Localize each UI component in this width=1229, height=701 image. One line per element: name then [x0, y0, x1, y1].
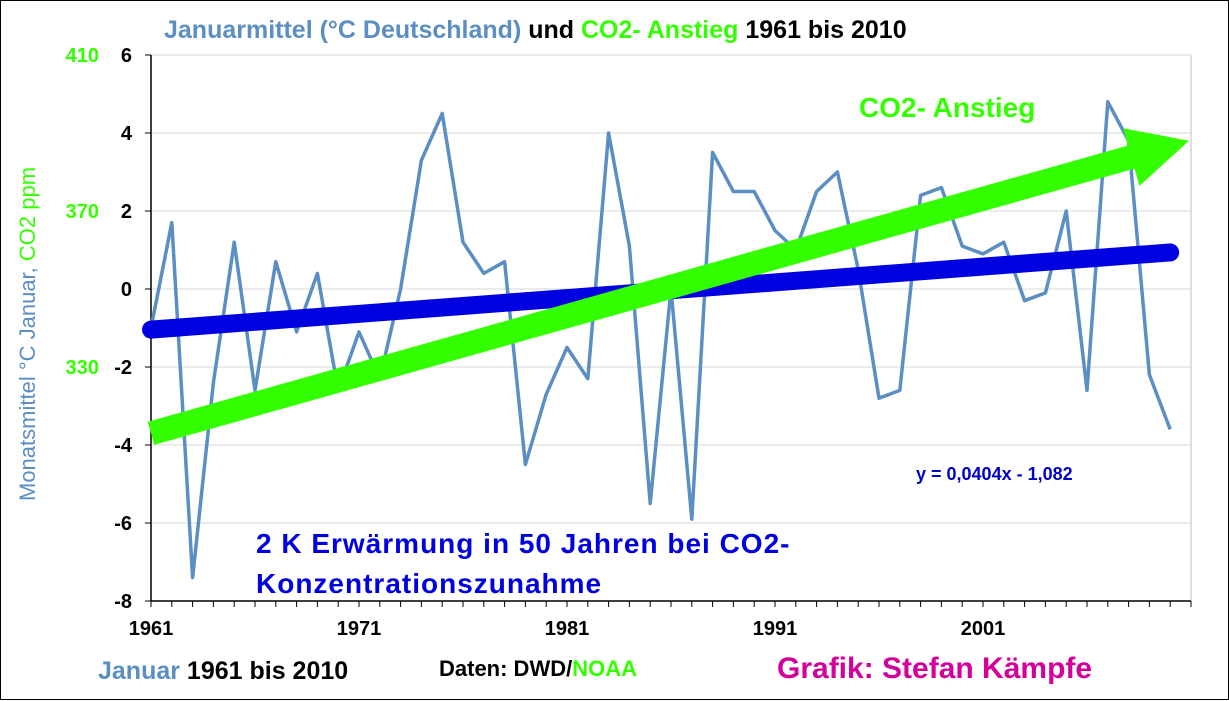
- plot-area: [150, 54, 1192, 602]
- y-tick-labels: 6 4 2 0 -2 -4 -6 -8: [114, 45, 133, 613]
- co2-annotation: CO2- Anstieg: [859, 92, 1035, 123]
- x-tick-label: 1991: [753, 618, 798, 640]
- footer-noaa: NOAA: [572, 656, 637, 681]
- y-tick-label: 4: [121, 123, 133, 145]
- footer-januar: Januar: [98, 657, 180, 685]
- y-tick-label: -2: [114, 357, 132, 379]
- footer-credit: Grafik: Stefan Kämpfe: [777, 652, 1092, 685]
- footer-period: Januar 1961 bis 2010: [98, 657, 348, 685]
- title-part-co2: CO2- Anstieg: [581, 16, 738, 44]
- y-tick-label: -8: [114, 591, 132, 613]
- y-tick-label: 0: [121, 279, 132, 301]
- co2-tick-label: 330: [66, 357, 99, 379]
- title-part-years: 1961 bis 2010: [738, 16, 906, 44]
- x-tick-label: 1971: [337, 618, 382, 640]
- y-tick-label: 2: [121, 201, 132, 223]
- trend-equation: y = 0,0404x - 1,082: [916, 464, 1073, 484]
- y-axis-label-temp: Monatsmittel °C Januar,: [15, 261, 40, 501]
- x-tick-labels: 1961 1971 1981 1991 2001: [129, 618, 1006, 640]
- annotation-line-2: Konzentrationszunahme: [256, 568, 602, 599]
- annotation-line-1: 2 K Erwärmung in 50 Jahren bei CO2-: [256, 528, 790, 559]
- title-part-januar: Januarmittel (°C Deutschland): [164, 16, 521, 44]
- footer-dwd: Daten: DWD/: [439, 656, 572, 681]
- footer-data-source: Daten: DWD/NOAA: [439, 656, 637, 681]
- co2-tick-labels: 410 370 330: [66, 45, 99, 379]
- footer-years: 1961 bis 2010: [180, 657, 348, 685]
- y-tick-label: -6: [114, 513, 132, 535]
- title-part-und: und: [521, 16, 581, 44]
- x-tick-label: 2001: [961, 618, 1006, 640]
- co2-tick-label: 410: [66, 45, 99, 67]
- y-axis-label: Monatsmittel °C Januar, CO2 ppm: [15, 167, 40, 501]
- y-tick-label: 6: [121, 45, 132, 67]
- co2-arrow-shaft: [147, 144, 1137, 445]
- chart-title: Januarmittel (°C Deutschland) und CO2- A…: [164, 16, 907, 44]
- x-tick-label: 1981: [545, 618, 590, 640]
- y-axis-label-co2: CO2 ppm: [15, 167, 40, 261]
- series-line-januar: [149, 100, 1172, 580]
- co2-tick-label: 370: [66, 201, 99, 223]
- x-tick-label: 1961: [129, 618, 174, 640]
- co2-arrow-head: [1123, 128, 1189, 186]
- y-tick-label: -4: [114, 435, 133, 457]
- gridlines: [145, 54, 1192, 607]
